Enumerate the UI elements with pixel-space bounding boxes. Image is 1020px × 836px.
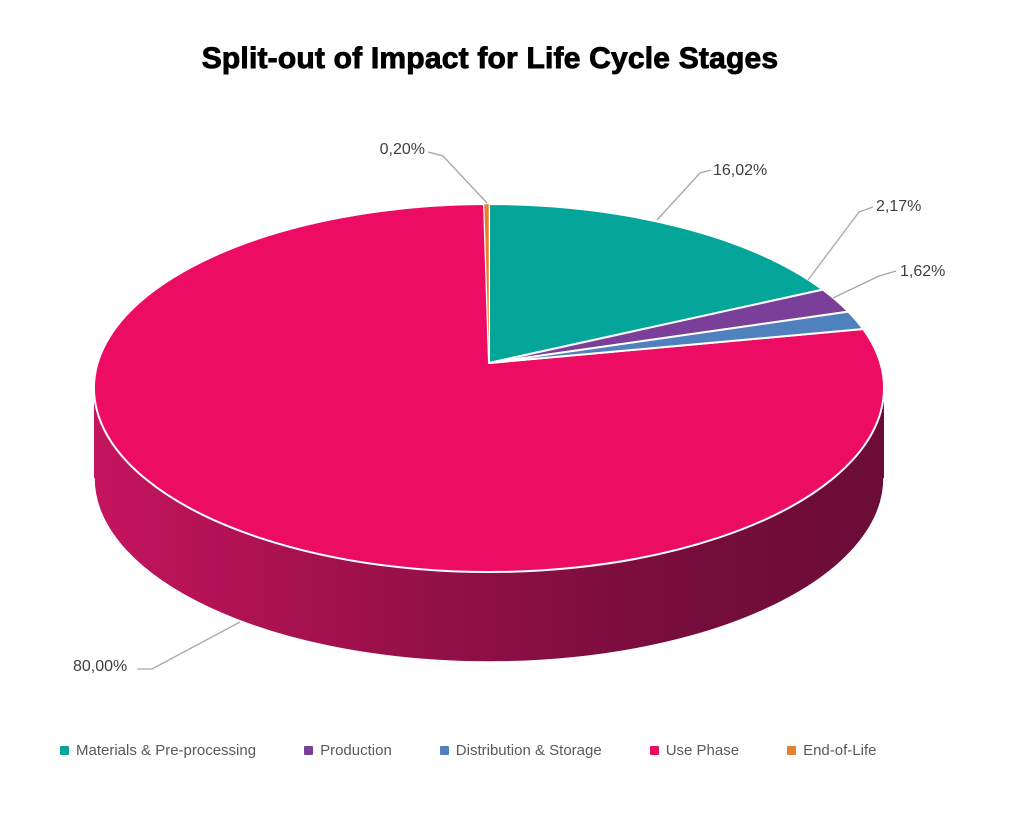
legend-marker-production [304,746,314,755]
leader-line-end-of-life [427,151,488,204]
legend-item-use-phase[interactable]: Use Phase [649,742,740,759]
data-label-materials-and-pre-processing: 16,02% [713,162,767,179]
legend-marker-distribution-and-storage [439,746,449,755]
legend-label: Production [320,742,392,759]
legend-marker-end-of-life [787,746,797,755]
data-label-end-of-life: 0,20% [380,141,425,158]
data-label-production: 2,17% [876,198,921,215]
legend-item-end-of-life[interactable]: End-of-Life [787,742,876,759]
leader-line-distribution-and-storage [832,270,897,299]
data-label-distribution-and-storage: 1,62% [900,263,945,280]
legend-label: Use Phase [665,742,740,759]
legend: Materials & Pre-processing Production Dist… [60,742,876,759]
legend-marker-use-phase [649,746,659,755]
legend-label: Distribution & Storage [455,742,602,759]
leader-line-production [807,206,874,281]
legend-item-materials-and-pre-processing[interactable]: Materials & Pre-processing [60,742,256,759]
pie-slice-materials-and-pre-processing[interactable] [488,203,824,364]
pie-slice-end-of-life[interactable] [483,203,490,364]
legend-item-distribution-and-storage[interactable]: Distribution & Storage [439,742,602,759]
legend-marker-materials-and-pre-processing [60,746,69,755]
data-label-use-phase: 80,00% [73,658,127,675]
pie-side-wall[interactable] [94,388,884,662]
chart-title: Split-out of Impact for Life Cycle Stage… [201,42,779,76]
leader-line-materials-and-pre-processing [656,169,712,221]
legend-label: Materials & Pre-processing [76,742,257,759]
leader-line-use-phase [137,621,241,670]
legend-item-production[interactable]: Production [304,742,392,759]
pie-slice-use-phase[interactable] [93,203,885,573]
pie-slice-distribution-and-storage[interactable] [488,310,865,364]
legend-label: End-of-Life [803,742,877,759]
